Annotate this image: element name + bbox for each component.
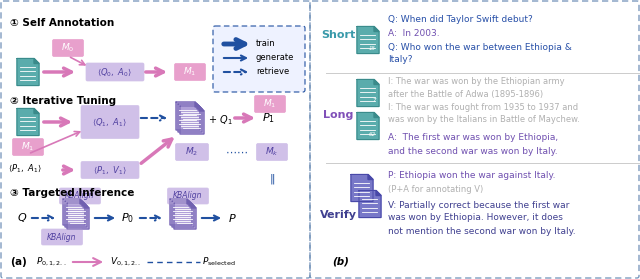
- Text: $\cdots\cdots$: $\cdots\cdots$: [225, 147, 248, 157]
- Polygon shape: [178, 104, 202, 132]
- Polygon shape: [374, 80, 379, 85]
- FancyBboxPatch shape: [86, 63, 144, 81]
- Polygon shape: [197, 104, 202, 109]
- Text: Q: Who won the war between Ethiopia &: Q: Who won the war between Ethiopia &: [388, 44, 572, 52]
- Text: Italy?: Italy?: [388, 56, 413, 64]
- Polygon shape: [172, 201, 194, 227]
- Text: I: The war was won by the Ethiopian army: I: The war was won by the Ethiopian army: [388, 78, 564, 86]
- Text: $P$: $P$: [228, 212, 236, 224]
- FancyBboxPatch shape: [52, 40, 83, 57]
- Polygon shape: [34, 109, 39, 114]
- Polygon shape: [65, 201, 87, 227]
- Text: $+\ Q_1$: $+\ Q_1$: [208, 113, 232, 127]
- Text: $M_1$: $M_1$: [264, 98, 276, 110]
- Text: A:  In 2003.: A: In 2003.: [388, 30, 440, 39]
- Polygon shape: [374, 112, 379, 117]
- Polygon shape: [84, 203, 89, 208]
- Polygon shape: [189, 201, 194, 206]
- Text: $M_1$: $M_1$: [21, 141, 35, 153]
- Text: $\|$: $\|$: [269, 172, 275, 186]
- Text: KBAlign: KBAlign: [47, 232, 77, 242]
- FancyBboxPatch shape: [213, 26, 305, 92]
- Polygon shape: [180, 106, 204, 134]
- FancyBboxPatch shape: [13, 138, 44, 155]
- Polygon shape: [191, 203, 196, 208]
- FancyBboxPatch shape: [81, 162, 139, 179]
- Text: $P_1$: $P_1$: [262, 111, 275, 125]
- Polygon shape: [351, 174, 373, 201]
- Polygon shape: [199, 106, 204, 111]
- Text: $Q$: $Q$: [17, 211, 27, 225]
- Text: V: Partially correct because the first war: V: Partially correct because the first w…: [388, 201, 570, 210]
- Text: $P_{\mathrm{selected}}$: $P_{\mathrm{selected}}$: [202, 256, 236, 268]
- Polygon shape: [368, 174, 373, 179]
- FancyBboxPatch shape: [81, 105, 139, 138]
- Text: after the Battle of Adwa (1895-1896): after the Battle of Adwa (1895-1896): [388, 90, 543, 98]
- Text: I: The war was fought from 1935 to 1937 and: I: The war was fought from 1935 to 1937 …: [388, 104, 578, 112]
- Polygon shape: [357, 112, 379, 140]
- Text: ② Iterative Tuning: ② Iterative Tuning: [10, 96, 116, 106]
- Text: retrieve: retrieve: [256, 68, 289, 76]
- Text: generate: generate: [256, 54, 294, 62]
- Text: (P+A for annotating V): (P+A for annotating V): [388, 186, 483, 194]
- Text: Long: Long: [323, 110, 353, 120]
- Text: KBAlign: KBAlign: [173, 191, 203, 201]
- Text: and the second war was won by Italy.: and the second war was won by Italy.: [388, 146, 557, 155]
- Polygon shape: [34, 59, 39, 64]
- Text: 7: 7: [372, 98, 376, 104]
- Text: $P_{0,1,2..}$: $P_{0,1,2..}$: [36, 256, 67, 268]
- Text: not mention the second war won by Italy.: not mention the second war won by Italy.: [388, 227, 575, 235]
- Text: A:  The first war was won by Ethiopia,: A: The first war was won by Ethiopia,: [388, 133, 558, 143]
- FancyBboxPatch shape: [42, 229, 83, 245]
- Text: train: train: [256, 40, 276, 49]
- Polygon shape: [357, 27, 379, 54]
- Text: Verify: Verify: [319, 210, 356, 220]
- Text: Short: Short: [321, 30, 355, 40]
- Text: $P_0$: $P_0$: [122, 211, 134, 225]
- Polygon shape: [195, 102, 200, 107]
- Text: $M_1$: $M_1$: [184, 66, 196, 78]
- Polygon shape: [374, 27, 379, 32]
- FancyBboxPatch shape: [255, 95, 285, 112]
- Text: $\langle Q_1,\ A_1\rangle$: $\langle Q_1,\ A_1\rangle$: [92, 116, 127, 128]
- Text: was won by Ethiopia. However, it does: was won by Ethiopia. However, it does: [388, 213, 563, 222]
- FancyBboxPatch shape: [60, 188, 100, 204]
- Text: ③ Targeted Inference: ③ Targeted Inference: [10, 188, 134, 198]
- Text: 15: 15: [369, 45, 376, 50]
- Text: $\langle P_1,\ V_1\rangle$: $\langle P_1,\ V_1\rangle$: [93, 164, 127, 176]
- Text: KBAlign: KBAlign: [65, 191, 95, 201]
- Polygon shape: [17, 59, 39, 85]
- Polygon shape: [67, 203, 89, 229]
- Text: was won by the Italians in Battle of Maychew.: was won by the Italians in Battle of May…: [388, 116, 580, 124]
- Polygon shape: [187, 199, 192, 204]
- Text: P: Ethiopia won the war against Italy.: P: Ethiopia won the war against Italy.: [388, 172, 556, 181]
- Text: (b): (b): [332, 257, 349, 267]
- Polygon shape: [82, 201, 87, 206]
- Text: 62: 62: [369, 131, 376, 136]
- Text: $M_2$: $M_2$: [186, 146, 198, 158]
- Text: Q: When did Taylor Swift debut?: Q: When did Taylor Swift debut?: [388, 16, 532, 25]
- Text: ① Self Annotation: ① Self Annotation: [10, 18, 115, 28]
- FancyBboxPatch shape: [257, 143, 287, 160]
- FancyBboxPatch shape: [175, 143, 209, 160]
- Text: $V_{0,1,2..}$: $V_{0,1,2..}$: [110, 256, 141, 268]
- Text: $M_k$: $M_k$: [265, 146, 279, 158]
- Polygon shape: [174, 203, 196, 229]
- FancyBboxPatch shape: [168, 188, 209, 204]
- Text: $\mathbf{(a)}$: $\mathbf{(a)}$: [10, 255, 28, 269]
- Polygon shape: [359, 191, 381, 218]
- Polygon shape: [376, 191, 381, 196]
- Polygon shape: [63, 199, 85, 225]
- Text: $\langle Q_0,\ A_0\rangle$: $\langle Q_0,\ A_0\rangle$: [97, 66, 132, 78]
- Text: $M_0$: $M_0$: [61, 42, 75, 54]
- Polygon shape: [80, 199, 85, 204]
- Polygon shape: [17, 109, 39, 136]
- Polygon shape: [357, 80, 379, 107]
- FancyBboxPatch shape: [175, 64, 205, 81]
- Polygon shape: [170, 199, 192, 225]
- Polygon shape: [176, 102, 200, 130]
- Text: $\langle P_1,\ A_1\rangle$: $\langle P_1,\ A_1\rangle$: [8, 162, 42, 174]
